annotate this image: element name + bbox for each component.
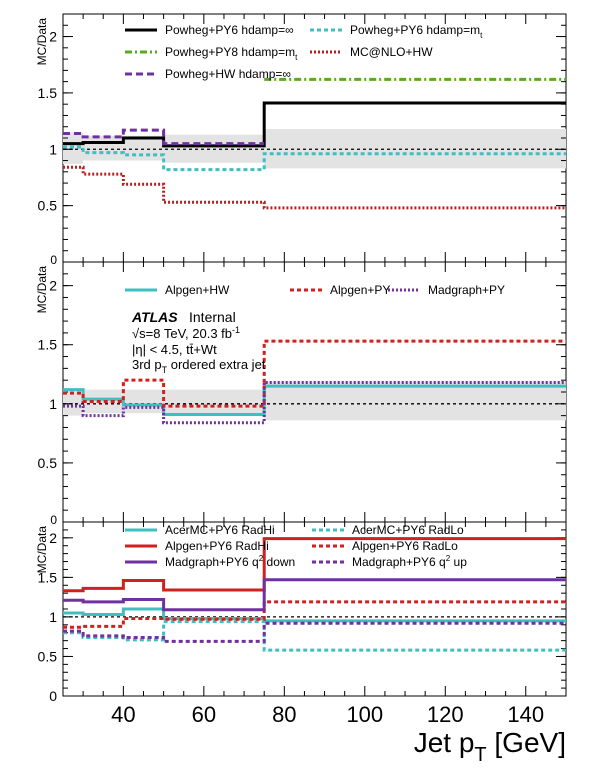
y-tick-label: 1.5 bbox=[38, 85, 58, 101]
y-tick-label: 0.5 bbox=[38, 198, 58, 214]
y-tick-label: 0 bbox=[50, 513, 57, 527]
y-tick-label: 0 bbox=[50, 253, 57, 267]
series-line bbox=[63, 165, 566, 210]
y-tick-label: 2 bbox=[49, 530, 57, 546]
legend-entry: Alpgen+PY6 RadLo bbox=[352, 539, 458, 553]
series-line bbox=[63, 101, 566, 148]
legend-entry: Powheg+PY6 hdamp=∞ bbox=[165, 23, 294, 37]
legend-entry: AcerMC+PY6 RadHi bbox=[165, 523, 275, 537]
atlas-logo-text: ATLAS bbox=[131, 309, 178, 325]
series-line bbox=[63, 537, 566, 593]
panel-1: 0 0.5 1 1.5 2MC/Data Powheg+PY6 hdamp=∞ Powheg… bbox=[35, 13, 567, 267]
series-line bbox=[63, 381, 566, 425]
legend-entry: MC@NLO+HW bbox=[350, 45, 433, 59]
series-line bbox=[63, 128, 265, 146]
atlas-label: ATLAS Internal√s=8 TeV, 20.3 fb-1|η| < 4.… bbox=[131, 309, 266, 375]
y-tick-label: 2 bbox=[49, 29, 57, 45]
atlas-jet-description: 3rd pT ordered extra jet bbox=[132, 357, 266, 375]
y-tick-label: 0.5 bbox=[38, 648, 58, 664]
x-tick-label: 100 bbox=[346, 702, 383, 727]
atlas-status-text: Internal bbox=[189, 309, 236, 325]
y-tick-label: 0 bbox=[49, 688, 57, 704]
y-tick-label: 1.5 bbox=[38, 569, 58, 585]
x-tick-label: 40 bbox=[111, 702, 135, 727]
x-tick-label: 120 bbox=[427, 702, 464, 727]
series-line bbox=[63, 621, 566, 643]
uncertainty-band bbox=[63, 381, 566, 421]
y-axis-label: MC/Data bbox=[35, 266, 49, 314]
legend-entry: AcerMC+PY6 RadLo bbox=[352, 523, 464, 537]
legend-entry: Madgraph+PY bbox=[428, 283, 505, 297]
y-tick-label: 0.5 bbox=[38, 455, 58, 471]
y-tick-label: 1 bbox=[49, 396, 57, 412]
legend-entry: Alpgen+PY6 RadHi bbox=[165, 539, 269, 553]
series-line bbox=[63, 620, 566, 652]
x-tick-label: 140 bbox=[507, 702, 544, 727]
atlas-selection: |η| < 4.5, tt̄+Wt bbox=[132, 342, 217, 357]
y-tick-label: 1.5 bbox=[38, 337, 58, 353]
legend-entry: Alpgen+HW bbox=[165, 283, 230, 297]
y-tick-label: 1 bbox=[49, 141, 57, 157]
legend-entry: Powheg+PY6 hdamp=mt bbox=[350, 23, 483, 40]
y-axis-label: MC/Data bbox=[35, 18, 49, 66]
y-axis-label: MC/Data bbox=[35, 526, 49, 574]
x-axis-label: Jet pT [GeV] bbox=[414, 727, 566, 766]
series-line bbox=[63, 339, 566, 408]
series-line bbox=[63, 145, 566, 172]
legend-entry: Madgraph+PY6 q2 up bbox=[352, 554, 467, 569]
legend-entry: Powheg+PY8 hdamp=mt bbox=[165, 45, 298, 62]
x-tick-label: 80 bbox=[272, 702, 296, 727]
legend-entry: Alpgen+PY bbox=[330, 283, 390, 297]
y-tick-label: 2 bbox=[49, 278, 57, 294]
y-tick-label: 1 bbox=[49, 609, 57, 625]
uncertainty-band bbox=[63, 128, 566, 169]
panel-3: 0 0.5 1 1.5 2MC/Data AcerMC+PY6 RadHi AcerMC+P… bbox=[35, 521, 567, 704]
legend-entry: Madgraph+PY6 q2 down bbox=[165, 554, 295, 569]
panel-2: 0 0.5 1 1.5 2MC/Data Alpgen+HW Alpgen+PY Madgra… bbox=[35, 261, 567, 527]
series-line bbox=[63, 578, 566, 612]
atlas-energy-lumi: √s=8 TeV, 20.3 fb-1 bbox=[132, 325, 240, 341]
x-tick-label: 60 bbox=[192, 702, 216, 727]
legend-entry: Powheg+HW hdamp=∞ bbox=[165, 67, 291, 81]
